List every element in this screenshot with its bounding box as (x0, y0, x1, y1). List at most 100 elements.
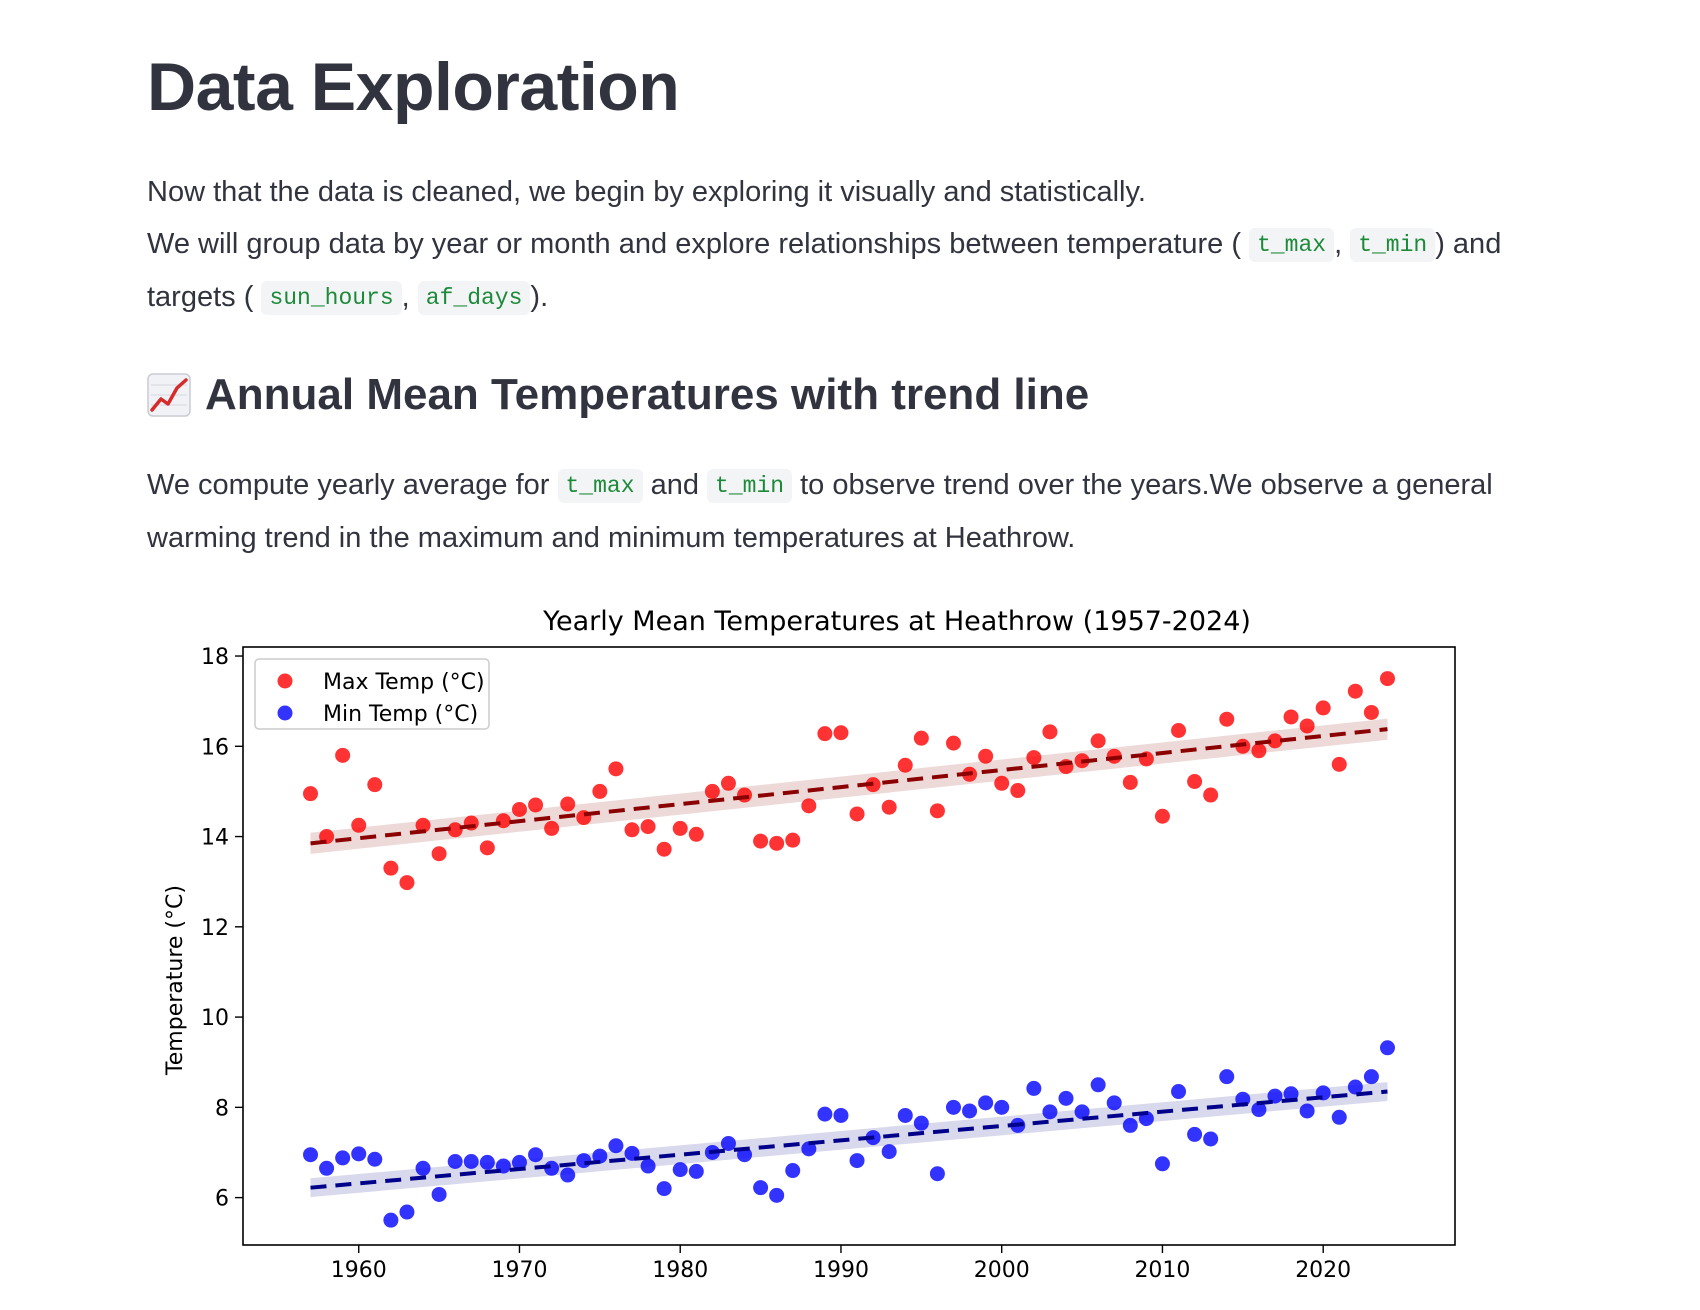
code-t-min: t_min (1350, 228, 1436, 262)
intro-text-b: ) and targets ( (147, 228, 1502, 313)
legend-box (254, 658, 490, 730)
data-point (399, 875, 415, 891)
data-point (897, 757, 913, 773)
data-point (994, 1099, 1010, 1115)
data-point (656, 841, 672, 857)
data-point (592, 1148, 608, 1164)
data-point (785, 1163, 801, 1179)
data-point (962, 1103, 978, 1119)
data-point (1106, 1095, 1122, 1111)
data-point (720, 775, 736, 791)
data-point (881, 799, 897, 815)
data-point (1267, 1088, 1283, 1104)
x-tick-label: 2020 (1295, 1258, 1351, 1283)
x-tick-label: 1960 (331, 1258, 387, 1283)
data-point (1283, 709, 1299, 725)
section-paragraph: We compute yearly average for t_max and … (147, 459, 1567, 564)
data-point (1363, 1069, 1379, 1085)
data-point (399, 1204, 415, 1220)
data-point (978, 1095, 994, 1111)
data-point (1187, 773, 1203, 789)
data-point (447, 822, 463, 838)
data-point (1315, 700, 1331, 716)
data-point (351, 817, 367, 833)
temperature-chart: Yearly Mean Temperatures at Heathrow (19… (147, 590, 1567, 1310)
data-point (1090, 1077, 1106, 1093)
trend-lines (310, 727, 1388, 1190)
trend-line-1 (310, 1089, 1388, 1190)
y-tick-label: 12 (201, 916, 229, 941)
data-point (1251, 1102, 1267, 1118)
section-heading: Annual Mean Temperatures with trend line (147, 370, 1089, 420)
code-af-days: af_days (417, 281, 531, 315)
data-point (688, 826, 704, 842)
data-point (672, 820, 688, 836)
section-title: Annual Mean Temperatures with trend line (205, 370, 1090, 419)
data-point (1379, 1040, 1395, 1056)
data-point (560, 1167, 576, 1183)
data-point (560, 796, 576, 812)
data-point (769, 1187, 785, 1203)
data-point (431, 1186, 447, 1202)
y-tick-label: 14 (201, 826, 229, 851)
data-point (1042, 724, 1058, 740)
data-point (994, 775, 1010, 791)
data-point (913, 1115, 929, 1131)
data-point (1010, 783, 1026, 799)
data-point (1026, 1080, 1042, 1096)
data-point (769, 835, 785, 851)
data-point (335, 747, 351, 763)
data-point (511, 801, 527, 817)
data-point (672, 1162, 688, 1178)
data-point (849, 1153, 865, 1169)
legend-label: Min Temp (°C) (323, 702, 478, 727)
data-point (351, 1146, 367, 1162)
trend-band-0 (310, 718, 1388, 854)
data-point (1347, 1079, 1363, 1095)
data-point (1331, 1109, 1347, 1125)
trend-line-0 (310, 727, 1388, 846)
data-point (1171, 722, 1187, 738)
data-point (817, 726, 833, 742)
data-point (817, 1106, 833, 1122)
x-tick-label: 2010 (1134, 1258, 1190, 1283)
data-point (1122, 774, 1138, 790)
data-point (1154, 1156, 1170, 1172)
data-point (1283, 1086, 1299, 1102)
data-point (1154, 808, 1170, 824)
y-tick-label: 16 (201, 735, 229, 760)
chart-increasing-icon (147, 373, 191, 417)
data-point (833, 1107, 849, 1123)
intro-sep-2: , (401, 281, 410, 313)
data-point (303, 786, 319, 802)
data-point (1058, 1090, 1074, 1106)
data-point (897, 1107, 913, 1123)
section-and: and (650, 469, 699, 501)
data-point (1299, 718, 1315, 734)
y-tick-label: 10 (201, 1006, 229, 1031)
data-point (1090, 733, 1106, 749)
data-point (367, 777, 383, 793)
data-point (640, 819, 656, 835)
data-point (608, 761, 624, 777)
data-point (544, 820, 560, 836)
data-point (1171, 1084, 1187, 1100)
data-point (383, 860, 399, 876)
data-point (1251, 743, 1267, 759)
data-point (1219, 1069, 1235, 1085)
data-point (1363, 704, 1379, 720)
x-tick-label: 1970 (491, 1258, 547, 1283)
y-tick-label: 6 (215, 1187, 229, 1212)
x-tick-label: 2000 (974, 1258, 1030, 1283)
chart-title: Yearly Mean Temperatures at Heathrow (19… (542, 606, 1251, 637)
data-point (1026, 750, 1042, 766)
data-point (785, 832, 801, 848)
data-point (495, 813, 511, 829)
data-point (945, 735, 961, 751)
x-tick-label: 1990 (813, 1258, 869, 1283)
data-point (528, 1147, 544, 1163)
data-point (528, 797, 544, 813)
data-point (1203, 787, 1219, 803)
data-point (463, 1154, 479, 1170)
data-point (688, 1163, 704, 1179)
